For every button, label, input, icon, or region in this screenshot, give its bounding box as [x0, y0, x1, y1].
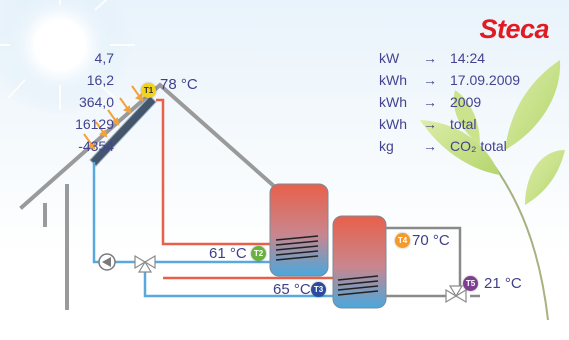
stat-unit: kWh	[379, 72, 407, 88]
stat-reference: 2009	[450, 94, 482, 110]
stat-value: 4,7	[94, 50, 114, 66]
sensor-t5-badge: T5	[463, 276, 478, 291]
sensor-t4-temperature: 70 °C	[412, 232, 450, 249]
steca-logo: Steca	[479, 14, 549, 44]
stat-reference: 14:24	[450, 50, 486, 66]
stat-unit: kg	[379, 138, 394, 154]
sensor-t4-badge: T4	[395, 233, 410, 248]
stat-reference: 17.09.2009	[450, 72, 521, 88]
arrow-right-icon: →	[423, 72, 437, 88]
storage-tank-icon	[332, 215, 387, 309]
stat-reference: CO₂ total	[450, 138, 507, 154]
return-pipes	[386, 226, 480, 298]
stat-value: -4354	[78, 138, 114, 154]
arrow-right-icon: →	[423, 138, 437, 154]
valve-icon	[445, 285, 467, 304]
sensor-t2-temperature: 61 °C	[209, 245, 247, 262]
stat-value: 364,0	[78, 94, 114, 110]
stat-unit: kW	[379, 50, 400, 66]
pump-icon	[98, 253, 116, 271]
sensor-t3-temperature: 65 °C	[273, 281, 311, 298]
leaf-icon	[420, 60, 565, 321]
screen-bottom-border	[0, 336, 569, 340]
storage-tank-icon	[269, 183, 329, 277]
arrow-right-icon: →	[423, 116, 437, 132]
hot-pipes	[156, 98, 333, 280]
stat-value: 16,2	[86, 72, 114, 88]
house-outline	[19, 82, 278, 310]
arrow-right-icon: →	[423, 50, 437, 66]
sensor-t1-temperature: 78 °C	[160, 76, 198, 93]
sensor-t5-temperature: 21 °C	[484, 275, 522, 292]
arrow-right-icon: →	[423, 94, 437, 110]
sun-ray-arrows	[83, 85, 144, 150]
sensor-t2-badge: T2	[251, 246, 266, 261]
stat-value: 16129	[75, 116, 114, 132]
stat-unit: kWh	[379, 116, 407, 132]
cold-pipes	[92, 162, 333, 298]
sensor-t1-badge: T1	[141, 83, 156, 98]
sun-icon	[0, 0, 135, 117]
valve-icon	[134, 254, 156, 273]
stat-reference: total	[450, 116, 477, 132]
sensor-t3-badge: T3	[311, 282, 326, 297]
stat-unit: kWh	[379, 94, 407, 110]
